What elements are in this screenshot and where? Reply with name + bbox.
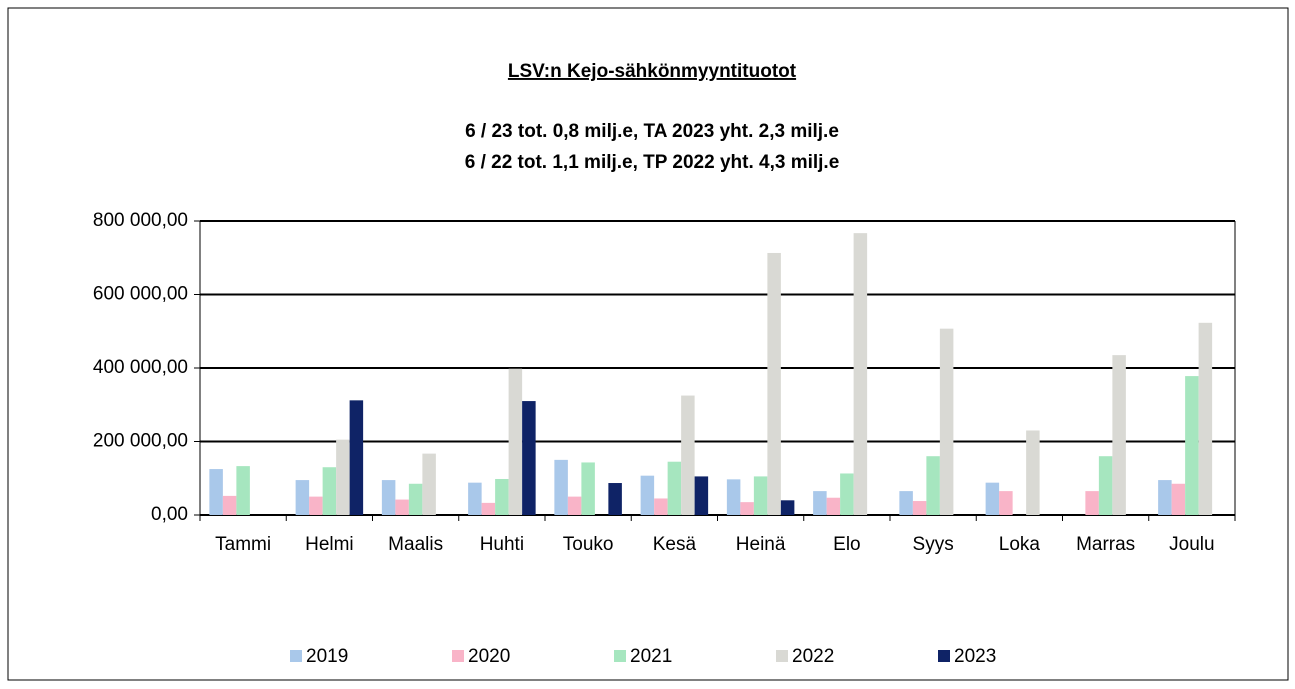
bar [681, 395, 695, 515]
bar [481, 502, 496, 515]
x-tick-label: Heinä [736, 534, 786, 555]
x-tick-label: Joulu [1169, 534, 1214, 555]
bar [222, 495, 237, 515]
chart-subtitle: 6 / 23 tot. 0,8 milj.e, TA 2023 yht. 2,3… [465, 121, 839, 142]
legend-label: 2022 [792, 646, 834, 667]
bar [1171, 483, 1186, 515]
bar [1185, 376, 1199, 515]
x-tick-label: Loka [999, 534, 1041, 555]
bar [522, 401, 536, 515]
legend-label: 2021 [630, 646, 672, 667]
bar [1112, 355, 1126, 515]
bar [912, 501, 927, 515]
y-tick-label: 200 000,00 [93, 431, 188, 452]
bar [740, 502, 754, 515]
bar [767, 252, 781, 515]
bar [395, 499, 409, 515]
bar [422, 453, 436, 515]
bar [236, 466, 250, 515]
bar [985, 482, 1000, 515]
x-tick-label: Kesä [653, 534, 697, 555]
y-tick-label: 800 000,00 [93, 210, 188, 231]
y-tick-label: 0,00 [151, 504, 188, 525]
bar [926, 456, 940, 515]
bar [780, 500, 795, 515]
bar [1085, 491, 1099, 515]
legend-swatch [776, 650, 788, 662]
bar [468, 482, 482, 515]
bar [349, 400, 364, 515]
bar [295, 480, 310, 515]
bar [667, 461, 682, 515]
bar [726, 479, 741, 515]
legend-swatch [938, 650, 950, 662]
legend-label: 2019 [306, 646, 348, 667]
bar [554, 459, 568, 515]
bar [640, 475, 655, 515]
bar [567, 496, 582, 515]
bar [381, 480, 396, 515]
bar [1098, 456, 1113, 515]
x-tick-label: Marras [1076, 534, 1135, 555]
x-tick-label: Tammi [215, 534, 271, 555]
bar [336, 439, 350, 515]
bar [813, 491, 827, 515]
legend-swatch [290, 650, 302, 662]
y-tick-label: 600 000,00 [93, 284, 188, 305]
legend-swatch [614, 650, 626, 662]
bar [608, 483, 622, 515]
bar [694, 476, 709, 515]
x-tick-label: Huhti [480, 534, 524, 555]
bar [840, 473, 854, 515]
bar [826, 497, 841, 515]
bar [1026, 430, 1040, 515]
bar [899, 491, 913, 515]
bar [322, 467, 337, 515]
legend-label: 2020 [468, 646, 510, 667]
bar [309, 496, 323, 515]
legend-swatch [452, 650, 464, 662]
bar [999, 491, 1013, 515]
bar [654, 498, 668, 515]
x-tick-label: Elo [833, 534, 860, 555]
y-tick-label: 400 000,00 [93, 357, 188, 378]
bar [753, 476, 768, 515]
bar [853, 233, 868, 515]
bar [939, 328, 954, 515]
x-tick-label: Syys [913, 534, 954, 555]
bar [508, 368, 523, 515]
bar [1158, 480, 1172, 515]
bar [408, 483, 423, 515]
bar [495, 478, 509, 515]
x-tick-label: Helmi [305, 534, 354, 555]
bar [1198, 322, 1213, 515]
bar [581, 462, 595, 515]
chart-border [7, 7, 1289, 681]
legend-label: 2023 [954, 646, 996, 667]
bar [209, 469, 223, 515]
chart-subtitle: 6 / 22 tot. 1,1 milj.e, TP 2022 yht. 4,3… [465, 152, 840, 173]
chart-title: LSV:n Kejo-sähkönmyyntituotot [508, 61, 797, 82]
x-tick-label: Maalis [388, 534, 443, 555]
x-tick-label: Touko [563, 534, 614, 555]
